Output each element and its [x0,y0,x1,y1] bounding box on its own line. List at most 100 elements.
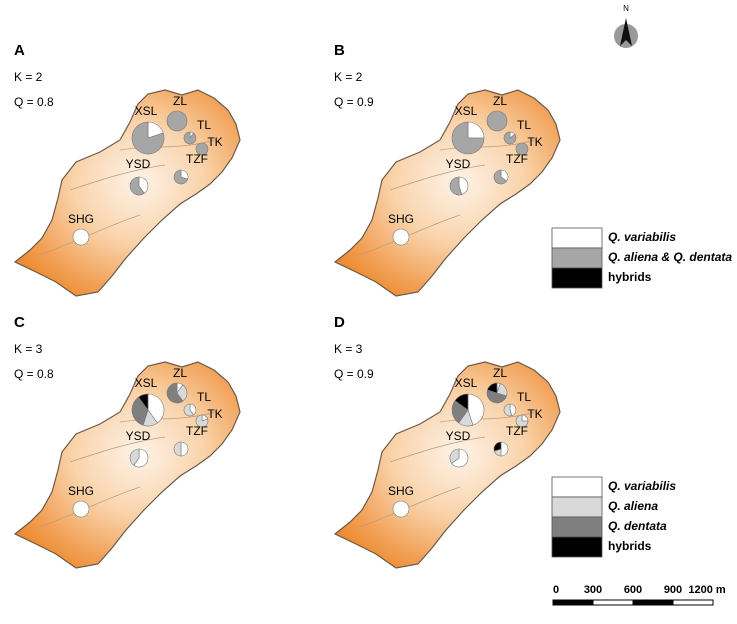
legend-label: Q. variabilis [608,230,676,244]
map-panel: B K = 2 Q = 0.9 XSL ZL TL TK YSD TZF SHG [334,42,561,297]
pie-slice [72,500,90,518]
panel-letter: D [334,314,345,331]
pie-slice [131,396,149,426]
panel-letter: A [14,42,25,59]
legend-label: Q. dentata [608,519,667,533]
site-label: SHG [68,484,94,498]
north-pointer [620,18,632,46]
site-label: XSL [135,376,158,390]
pie-slice [129,176,145,196]
pie-slice [451,448,469,468]
pie-slice [129,448,140,466]
site-label: ZL [173,366,187,380]
panel-letter: B [334,42,345,59]
pie-slice [173,441,182,457]
k-label: K = 2 [14,70,43,84]
site-label: YSD [446,157,471,171]
q-label: Q = 0.8 [14,95,54,109]
pie-slice [503,403,513,417]
pie-slice [147,393,165,424]
site-label: YSD [446,429,471,443]
site-label: TK [527,407,542,421]
site-label: TL [197,118,211,132]
pie-slice [449,448,460,464]
legend-label: hybrids [608,539,652,553]
pie-slice [72,228,90,246]
site-label: SHG [68,212,94,226]
site-label: ZL [493,366,507,380]
site-label: TZF [186,424,208,438]
site-label: ZL [493,94,507,108]
pie-slice [451,121,485,155]
legend-swatch [551,267,603,289]
legend-swatch [551,496,603,518]
legend: Q. variabilis Q. aliena & Q. dentata hybri… [551,227,732,289]
north-arrow: N [614,4,638,48]
legend-label: Q. aliena [608,499,658,513]
pie-slice [166,382,184,404]
site-label: XSL [455,376,478,390]
scale-label: 1200 m [688,584,726,596]
north-label: N [623,4,629,13]
legend-label: hybrids [608,270,652,284]
q-label: Q = 0.8 [14,367,54,381]
scale-label: 0 [553,584,559,596]
site-label: SHG [388,484,414,498]
panel-letter: C [14,314,25,331]
site-label: TZF [506,424,528,438]
scale-segment [592,599,634,606]
pie-slice [166,110,188,132]
contour [39,411,216,528]
pie-slice [486,110,508,132]
site-label: TZF [186,152,208,166]
contour [359,139,536,256]
pie-slice [500,441,509,457]
site-label: YSD [126,429,151,443]
pie-slice [392,228,410,246]
pie-slice [138,393,149,411]
map-panel: A K = 2 Q = 0.8 XSL ZL TL TK YSD TZF SHG [14,42,241,297]
pie-slice [195,142,209,156]
legend: Q. variabilis Q. aliena Q. dentata hybrids [551,476,676,558]
pie-slice [183,403,194,417]
pie-slice [133,448,149,468]
scale-segment [632,599,674,606]
site-label: XSL [455,104,478,118]
legend-label: Q. variabilis [608,479,676,493]
site-label: TZF [506,152,528,166]
pie-slice [487,382,498,394]
pie-slice [392,500,410,518]
pie-slice [493,441,502,452]
pie-slice [503,131,517,145]
site-label: TL [197,390,211,404]
site-label: YSD [126,157,151,171]
pie-slice [486,389,507,404]
scale-label: 600 [624,584,642,596]
scale-label: 900 [664,584,682,596]
site-label: TL [517,390,531,404]
site-label: XSL [135,104,158,118]
contour [39,139,216,256]
pie-slice [138,176,149,194]
scale-label: 300 [584,584,602,596]
legend-swatch [551,536,603,558]
pie-slice [493,169,508,185]
k-label: K = 3 [334,342,363,356]
legend-swatch [551,227,603,249]
pie-slice [173,169,189,185]
site-label: SHG [388,212,414,226]
legend-swatch [551,476,603,498]
pie-slice [515,142,529,156]
site-label: TL [517,118,531,132]
pie-slice [458,176,469,195]
pie-slice [515,414,529,428]
legend-swatch [551,516,603,538]
site-label: ZL [173,94,187,108]
scale-bar: 0 300 600 900 1200 m [552,584,726,606]
scale-segment [552,599,594,606]
legend-label: Q. aliena & Q. dentata [608,250,732,264]
scale-segment [672,599,714,606]
q-label: Q = 0.9 [334,367,374,381]
site-label: TK [527,135,542,149]
